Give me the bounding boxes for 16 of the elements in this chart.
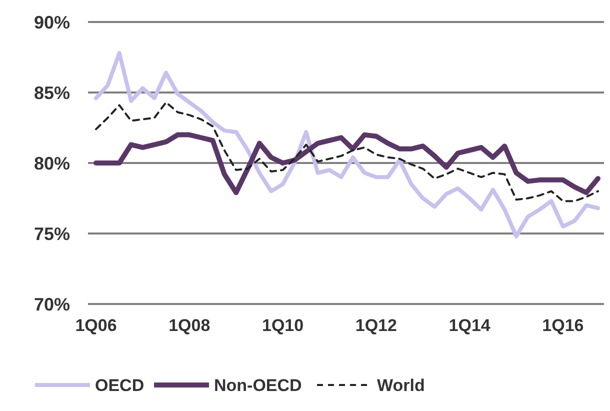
y-tick-label: 85% [34, 82, 70, 103]
y-tick-label: 75% [34, 224, 70, 244]
x-tick-label: 1Q12 [355, 316, 397, 335]
x-tick-label: 1Q10 [262, 316, 304, 335]
y-tick-label: 70% [34, 294, 70, 314]
x-tick-label: 1Q06 [75, 316, 117, 335]
legend-label: Non-OECD [214, 376, 302, 395]
line-series [95, 101, 599, 202]
legend-label: World [377, 376, 425, 395]
legend-label: OECD [95, 376, 144, 395]
x-tick-label: 1Q16 [542, 316, 584, 335]
y-tick-label: 90% [34, 12, 70, 32]
y-tick-label: 80% [34, 153, 70, 174]
x-tick-label: 1Q08 [168, 316, 210, 335]
x-tick-label: 1Q14 [448, 316, 491, 335]
line-series [94, 51, 600, 238]
